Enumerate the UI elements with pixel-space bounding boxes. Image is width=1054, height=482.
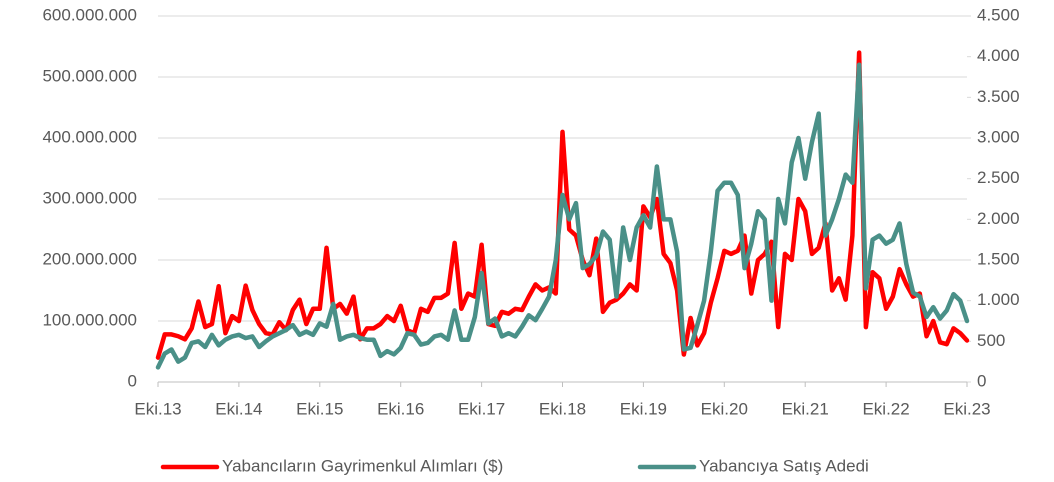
x-tick-label: Eki.16 [377,399,424,418]
series-line [155,62,970,370]
legend-label: Yabancıya Satış Adedi [699,456,869,475]
y2-tick-label: 2.000 [977,209,1020,228]
x-tick-label: Eki.22 [862,399,909,418]
y2-tick-label: 4.000 [977,46,1020,65]
x-tick-label: Eki.17 [458,399,505,418]
x-tick-label: Eki.23 [943,399,990,418]
y-tick-label: 600.000.000 [42,5,137,24]
x-tick-label: Eki.19 [620,399,667,418]
x-tick-label: Eki.20 [701,399,748,418]
legend-label: Yabancıların Gayrimenkul Alımları ($) [222,456,503,475]
y-tick-label: 400.000.000 [42,127,137,146]
y2-tick-label: 3.000 [977,127,1020,146]
y-tick-label: 0 [128,371,137,390]
y-tick-label: 500.000.000 [42,66,137,85]
y-tick-label: 300.000.000 [42,188,137,207]
y2-tick-label: 1.000 [977,290,1020,309]
x-tick-label: Eki.13 [134,399,181,418]
x-tick-label: Eki.18 [539,399,586,418]
y2-tick-label: 0 [977,371,986,390]
y2-tick-label: 500 [977,331,1005,350]
series-line [155,50,970,360]
y-tick-label: 100.000.000 [42,310,137,329]
y-tick-label: 200.000.000 [42,249,137,268]
y2-tick-label: 1.500 [977,249,1020,268]
x-tick-label: Eki.21 [782,399,829,418]
y2-tick-label: 2.500 [977,168,1020,187]
y2-tick-label: 4.500 [977,5,1020,24]
x-tick-label: Eki.15 [296,399,343,418]
x-tick-label: Eki.14 [215,399,262,418]
y2-tick-label: 3.500 [977,87,1020,106]
